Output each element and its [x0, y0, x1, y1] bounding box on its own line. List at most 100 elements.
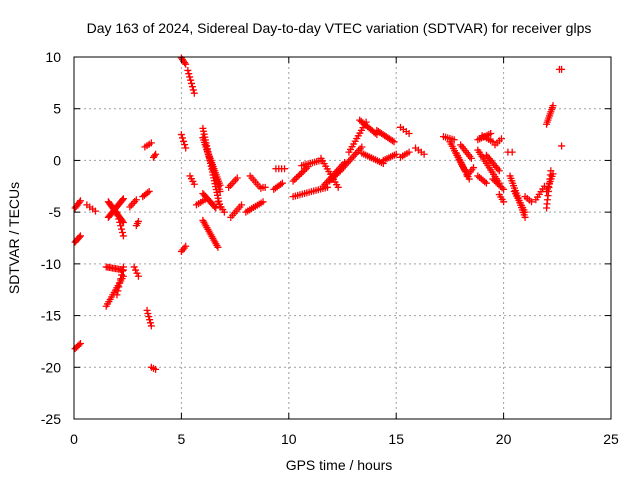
- data-point: [144, 189, 152, 197]
- data-point: [116, 218, 124, 226]
- data-point: [119, 232, 127, 240]
- x-tick-label: 5: [178, 431, 186, 447]
- data-point: [91, 207, 99, 215]
- data-point: [144, 310, 152, 318]
- x-tick-label: 20: [496, 431, 512, 447]
- data-point: [134, 217, 142, 225]
- data-point: [301, 166, 309, 174]
- data-point: [220, 208, 228, 216]
- y-tick-label: -25: [41, 411, 61, 427]
- data-point: [186, 73, 194, 81]
- plot-frame: [73, 56, 612, 420]
- data-point: [182, 242, 190, 250]
- data-point: [114, 212, 122, 220]
- y-tick-label: -10: [41, 256, 61, 272]
- data-point: [450, 136, 458, 144]
- data-point: [528, 198, 536, 206]
- data-point: [261, 183, 269, 191]
- data-point: [211, 203, 219, 211]
- data-point: [291, 176, 299, 184]
- data-point: [75, 233, 83, 241]
- data-point: [216, 181, 224, 189]
- data-point: [117, 275, 125, 283]
- data-point: [294, 172, 302, 180]
- data-point: [115, 215, 123, 223]
- data-point: [467, 154, 475, 162]
- data-point: [116, 279, 124, 287]
- data-point: [76, 197, 84, 205]
- data-point: [289, 177, 297, 185]
- data-point: [118, 229, 126, 237]
- data-point: [115, 283, 123, 291]
- data-point: [146, 319, 154, 327]
- x-tick-label: 15: [388, 431, 404, 447]
- data-point: [558, 142, 566, 150]
- data-point: [113, 291, 121, 299]
- y-tick-label: 5: [53, 101, 61, 117]
- data-point: [482, 179, 490, 187]
- data-point: [405, 148, 413, 156]
- data-point: [130, 263, 138, 271]
- data-point: [134, 272, 142, 280]
- data-points: [71, 54, 566, 373]
- data-point: [292, 174, 300, 182]
- x-axis-label: GPS time / hours: [286, 457, 393, 473]
- data-point: [390, 138, 398, 146]
- y-tick-label: -15: [41, 308, 61, 324]
- data-point: [180, 137, 188, 145]
- data-point: [118, 271, 126, 279]
- data-point: [278, 179, 286, 187]
- data-point: [177, 131, 185, 139]
- data-point: [216, 187, 224, 195]
- data-point: [181, 59, 189, 67]
- y-tick-label: 10: [45, 49, 61, 65]
- data-point: [296, 171, 304, 179]
- data-point: [190, 180, 198, 188]
- data-point: [358, 143, 366, 151]
- data-point: [151, 152, 159, 160]
- data-point: [178, 134, 186, 142]
- data-point: [152, 150, 160, 158]
- y-tick-label: -20: [41, 359, 61, 375]
- data-point: [233, 174, 241, 182]
- y-axis-label: SDTVAR / TECUs: [6, 182, 22, 294]
- grid-lines: [74, 57, 611, 419]
- data-point: [281, 165, 289, 173]
- data-point: [549, 170, 557, 178]
- data-point: [75, 341, 83, 349]
- chart-title: Day 163 of 2024, Sidereal Day-to-day VTE…: [87, 20, 592, 36]
- data-point: [185, 70, 193, 78]
- data-point: [470, 164, 478, 172]
- data-point: [152, 365, 160, 373]
- data-point: [117, 222, 125, 230]
- data-point: [334, 183, 342, 191]
- axis-ticks: [73, 56, 612, 420]
- data-point: [118, 267, 126, 275]
- data-point: [500, 185, 508, 193]
- data-point: [113, 208, 121, 216]
- data-point: [147, 322, 155, 330]
- data-point: [497, 135, 505, 143]
- data-point: [508, 148, 516, 156]
- data-point: [119, 195, 127, 203]
- data-point: [238, 201, 246, 209]
- x-tick-label: 25: [603, 431, 619, 447]
- data-point: [388, 137, 396, 145]
- y-tick-label: -5: [49, 204, 62, 220]
- data-point: [487, 130, 495, 138]
- data-point: [147, 139, 155, 147]
- data-point: [495, 167, 503, 175]
- x-tick-label: 0: [70, 431, 78, 447]
- data-point: [132, 266, 140, 274]
- data-point: [181, 141, 189, 149]
- data-point: [187, 76, 195, 84]
- data-point: [212, 204, 220, 212]
- data-point: [405, 130, 413, 138]
- data-point: [188, 83, 196, 91]
- data-point: [118, 225, 126, 233]
- data-point: [299, 167, 307, 175]
- data-point: [297, 169, 305, 177]
- x-tick-label: 10: [281, 431, 297, 447]
